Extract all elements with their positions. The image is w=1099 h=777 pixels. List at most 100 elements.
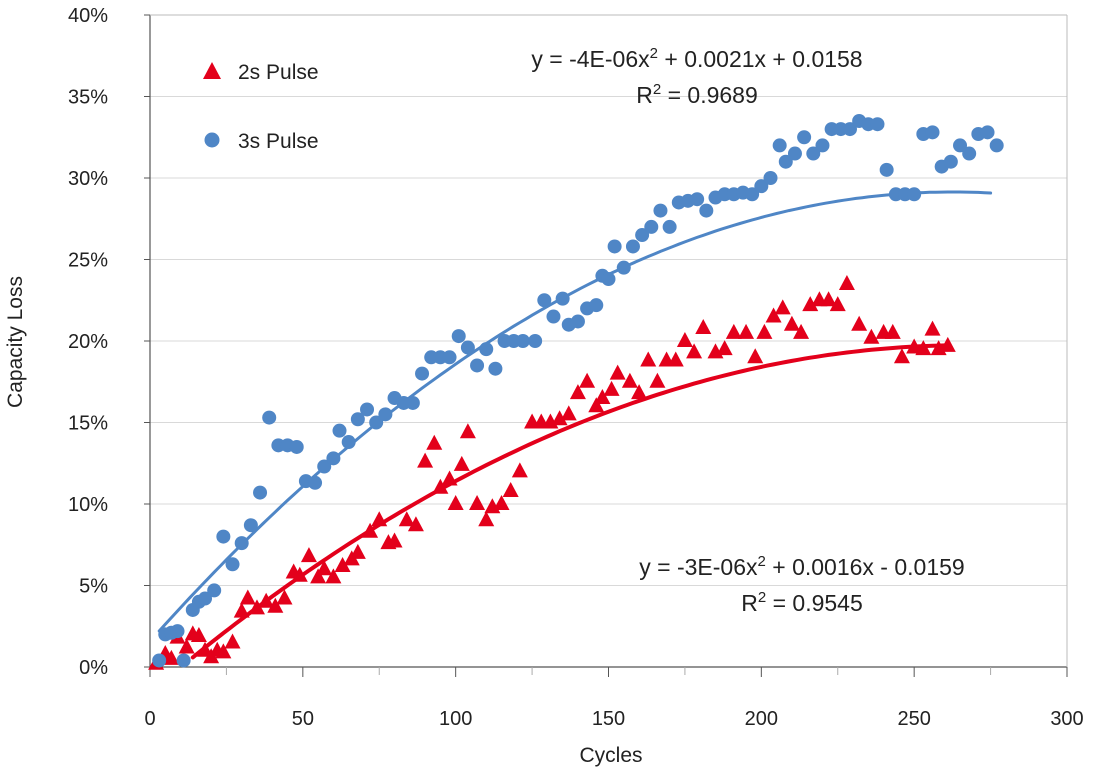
data-point-2s-pulse [349,543,366,559]
data-point-2s-pulse [233,602,250,618]
data-point-2s-pulse [267,597,284,613]
plot-frame [144,14,1068,677]
data-point-3s-pulse [879,162,894,177]
legend-triangle-marker [203,62,221,79]
data-point-2s-pulse [676,332,693,347]
data-point-3s-pulse [745,187,760,202]
data-point-2s-pulse [224,633,241,649]
y-axis-title: Capacity Loss [4,276,27,408]
data-point-2s-pulse [447,495,464,510]
data-point-2s-pulse [765,307,782,323]
data-point-3s-pulse [907,187,922,202]
y-tick-label: 25% [68,250,108,272]
x-axis-tick-labels: 0 50 100 150 200 250 300 [144,708,1083,730]
data-point-2s-pulse [802,296,819,312]
data-point-2s-pulse [469,495,486,510]
data-point-3s-pulse [253,485,268,500]
data-point-3s-pulse [625,239,640,254]
data-point-2s-pulse [793,323,810,339]
data-point-2s-pulse [334,556,351,572]
data-point-2s-pulse [924,320,941,336]
y-tick-label: 40% [68,5,108,27]
data-point-3s-pulse [870,117,885,132]
data-point-3s-pulse [369,415,384,430]
data-point-3s-pulse [989,138,1004,153]
x-tick-label: 300 [1050,708,1083,730]
data-point-2s-pulse [478,511,495,527]
data-point-3s-pulse [460,340,475,355]
data-point-2s-pulse [569,384,586,400]
data-point-2s-pulse [939,336,956,352]
data-point-3s-pulse [555,291,570,306]
data-point-2s-pulse [640,351,657,367]
data-point-3s-pulse [341,435,356,450]
y-tick-label: 10% [68,494,108,516]
data-point-3s-pulse [616,260,631,275]
data-point-2s-pulse [386,532,403,548]
data-point-3s-pulse [470,358,485,373]
gridlines [150,14,1067,586]
data-point-2s-pulse [884,323,901,339]
trendline-2s-pulse [190,343,947,660]
data-point-2s-pulse [493,495,510,510]
data-point-2s-pulse [893,348,910,364]
data-point-3s-pulse [601,272,616,287]
data-point-3s-pulse [198,591,213,606]
data-point-2s-pulse [441,470,458,486]
data-point-2s-pulse [631,384,648,400]
data-point-2s-pulse [371,511,388,527]
data-point-3s-pulse [234,536,249,551]
data-point-2s-pulse [511,462,528,478]
data-point-2s-pulse [774,299,791,315]
x-tick-label: 0 [144,708,155,730]
data-point-2s-pulse [426,434,443,450]
legend-circle-marker [204,132,220,148]
data-point-3s-pulse [763,171,778,185]
data-point-3s-pulse [152,653,167,668]
data-point-3s-pulse [662,219,677,234]
data-point-2s-pulse [725,323,742,339]
data-point-2s-pulse [695,318,712,334]
data-point-2s-pulse [316,560,333,576]
data-point-2s-pulse [621,372,638,388]
data-point-2s-pulse [258,592,275,608]
data-point-3s-pulse [772,138,787,153]
data-point-3s-pulse [378,407,393,422]
data-point-2s-pulse [829,296,846,312]
data-point-3s-pulse [787,146,802,161]
data-point-2s-pulse [407,516,424,532]
data-point-2s-pulse [417,452,434,468]
data-point-3s-pulse [289,439,304,454]
data-point-2s-pulse [398,511,415,527]
data-point-2s-pulse [747,348,764,364]
trend-lines [157,190,993,660]
data-point-3s-pulse [451,329,466,344]
x-axis-title: Cycles [579,744,642,767]
x-tick-label: 100 [439,708,472,730]
data-point-3s-pulse [589,298,604,313]
equation-2s-pulse: y = -3E-06x2 + 0.0016x - 0.0159 R2 = 0.9… [639,553,964,616]
data-point-3s-pulse [635,228,650,243]
data-point-2s-pulse [178,638,195,654]
r-squared-2s-text: R2 = 0.9545 [741,589,863,616]
trendline-3s-pulse [157,190,993,633]
data-point-2s-pulse [667,351,684,367]
data-point-2s-pulse [906,338,923,354]
data-point-2s-pulse [588,397,605,413]
data-point-2s-pulse [362,522,379,538]
data-point-3s-pulse [754,179,769,194]
data-point-3s-pulse [528,334,543,348]
data-point-2s-pulse [915,340,932,356]
data-point-2s-pulse [716,340,733,356]
data-point-3s-pulse [925,125,940,140]
data-point-3s-pulse [797,130,812,145]
data-point-2s-pulse [649,372,666,388]
data-point-3s-pulse [262,410,277,425]
data-point-3s-pulse [442,350,457,365]
data-point-2s-pulse [325,568,342,584]
data-point-2s-pulse [756,323,773,339]
data-point-3s-pulse [607,239,622,254]
data-point-3s-pulse [350,412,365,427]
data-point-2s-pulse [783,315,800,331]
